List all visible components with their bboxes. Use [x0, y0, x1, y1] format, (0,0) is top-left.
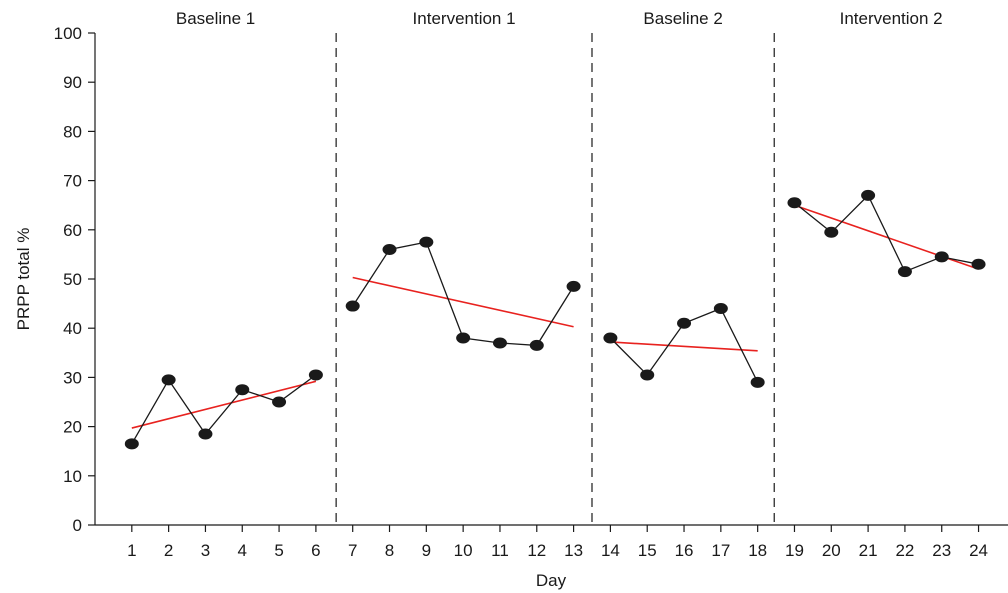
y-axis: 0 10 20 30 40 50 60 70 80 90 100 [54, 24, 96, 535]
y-tick-label: 90 [63, 73, 82, 92]
phase-dividers [335, 33, 775, 525]
data-point [824, 226, 839, 238]
y-tick-label: 30 [63, 368, 82, 387]
y-tick-label: 0 [73, 516, 82, 535]
y-tick-label: 60 [63, 221, 82, 240]
data-point [419, 236, 434, 248]
phase-label: Intervention 2 [840, 9, 943, 28]
trend-line [794, 204, 979, 270]
data-point [382, 243, 397, 255]
y-tick-label: 50 [63, 270, 82, 289]
data-point [787, 197, 802, 209]
x-tick-label: 18 [748, 541, 767, 560]
data-point [566, 280, 581, 292]
data-point [235, 384, 250, 396]
x-tick-label: 7 [348, 541, 357, 560]
phase-labels: Baseline 1 Intervention 1 Baseline 2 Interv… [176, 9, 943, 28]
data-point [640, 369, 655, 381]
y-tick-label: 80 [63, 122, 82, 141]
data-point [750, 376, 765, 388]
trend-line [610, 341, 758, 352]
trend-line [352, 276, 574, 328]
data-point [456, 332, 471, 344]
phase-data-line [352, 241, 575, 347]
x-tick-label: 23 [932, 541, 951, 560]
x-tick-label: 8 [385, 541, 394, 560]
data-point [713, 303, 728, 315]
x-axis-title: Day [536, 571, 567, 590]
data-point [308, 369, 323, 381]
data-point [971, 258, 986, 270]
x-tick-label: 5 [274, 541, 283, 560]
data-point [272, 396, 287, 408]
data-point [861, 189, 876, 201]
y-tick-label: 100 [54, 24, 82, 43]
data-point [124, 438, 139, 450]
x-tick-label: 6 [311, 541, 320, 560]
x-tick-label: 15 [638, 541, 657, 560]
data-point [345, 300, 360, 312]
data-point [677, 317, 692, 329]
y-tick-label: 20 [63, 418, 82, 437]
data-point [161, 374, 176, 386]
trend-line [131, 380, 317, 429]
x-tick-label: 12 [527, 541, 546, 560]
x-tick-label: 21 [859, 541, 878, 560]
x-tick-label: 14 [601, 541, 620, 560]
y-tick-label: 40 [63, 319, 82, 338]
x-tick-label: 10 [454, 541, 473, 560]
x-tick-label: 17 [711, 541, 730, 560]
x-tick-label: 11 [491, 541, 509, 560]
x-tick-label: 2 [164, 541, 173, 560]
data-series [124, 189, 986, 450]
x-tick-label: 1 [127, 541, 136, 560]
data-point [934, 251, 949, 263]
x-tick-label: 3 [201, 541, 210, 560]
y-tick-label: 10 [63, 467, 82, 486]
data-point [492, 337, 507, 349]
data-point [603, 332, 618, 344]
x-tick-label: 24 [969, 541, 988, 560]
phase-label: Baseline 2 [643, 9, 722, 28]
x-tick-label: 4 [238, 541, 247, 560]
y-axis-title: PRPP total % [14, 228, 33, 331]
x-axis: 1 2 3 4 5 6 7 8 9 10 11 12 13 14 15 16 17 18 19 20 21 22 23 24 [95, 524, 1008, 560]
x-tick-label: 13 [564, 541, 583, 560]
data-point [529, 339, 544, 351]
phase-label: Intervention 1 [413, 9, 516, 28]
x-tick-label: 19 [785, 541, 804, 560]
x-tick-label: 16 [675, 541, 694, 560]
phase-label: Baseline 1 [176, 9, 255, 28]
data-point [897, 266, 912, 278]
data-point [198, 428, 213, 440]
y-tick-label: 70 [63, 172, 82, 191]
x-tick-label: 22 [895, 541, 914, 560]
x-tick-label: 9 [422, 541, 431, 560]
x-tick-label: 20 [822, 541, 841, 560]
phase-data-line [131, 374, 317, 445]
